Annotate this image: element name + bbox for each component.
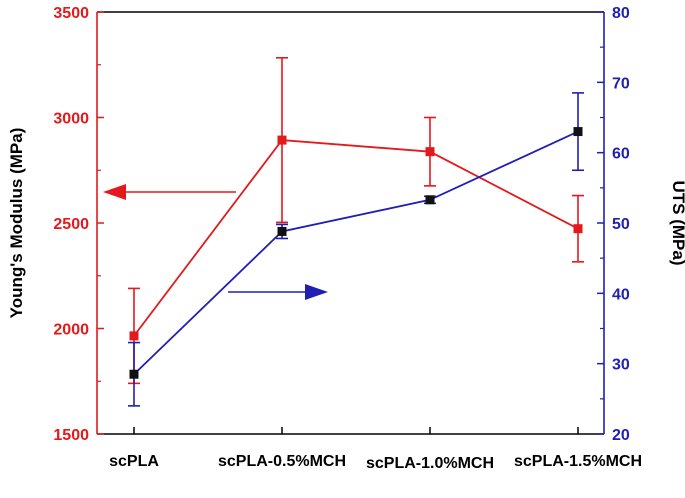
right-axis-tick-label: 70 bbox=[612, 75, 630, 92]
data-point-marker bbox=[129, 331, 139, 341]
data-point-marker bbox=[129, 369, 139, 379]
left-axis-tick-label: 2500 bbox=[53, 216, 89, 233]
right-axis-title: UTS (MPa) bbox=[669, 181, 685, 266]
x-axis-tick-label: scPLA bbox=[109, 453, 159, 470]
x-axis-tick-label: scPLA-0.5%MCH bbox=[218, 453, 346, 470]
right-axis-tick-label: 40 bbox=[612, 286, 630, 303]
right-axis-tick-label: 50 bbox=[612, 216, 630, 233]
left-axis-arrow-head bbox=[103, 184, 126, 200]
data-point-marker bbox=[425, 147, 435, 157]
left-axis-tick-label: 3500 bbox=[53, 5, 89, 22]
left-axis-title: Young's Modulus (MPa) bbox=[7, 128, 26, 319]
right-axis-arrow-head bbox=[305, 284, 328, 300]
left-axis-tick-label: 3000 bbox=[53, 111, 89, 128]
series-line-left bbox=[133, 139, 579, 337]
right-axis-tick-label: 80 bbox=[612, 5, 630, 22]
series-line-right bbox=[133, 130, 579, 375]
data-point-marker bbox=[277, 226, 287, 236]
right-axis-tick-label: 30 bbox=[612, 357, 630, 374]
left-axis-tick-label: 1500 bbox=[53, 427, 89, 444]
right-axis-tick-label: 60 bbox=[612, 146, 630, 163]
data-point-marker bbox=[573, 224, 583, 234]
data-point-marker bbox=[277, 135, 287, 145]
right-axis-tick-label: 20 bbox=[612, 427, 630, 444]
data-point-marker bbox=[573, 127, 583, 137]
plot-area: 1500 2000 2500 3000 3500 20 30 40 50 60 70 80 scPLA s… bbox=[7, 5, 685, 472]
x-axis-tick-label: scPLA-1.5%MCH bbox=[514, 453, 642, 470]
left-axis-tick-label: 2000 bbox=[53, 322, 89, 339]
data-point-marker bbox=[425, 195, 435, 205]
x-axis-tick-label: scPLA-1.0%MCH bbox=[366, 455, 494, 472]
